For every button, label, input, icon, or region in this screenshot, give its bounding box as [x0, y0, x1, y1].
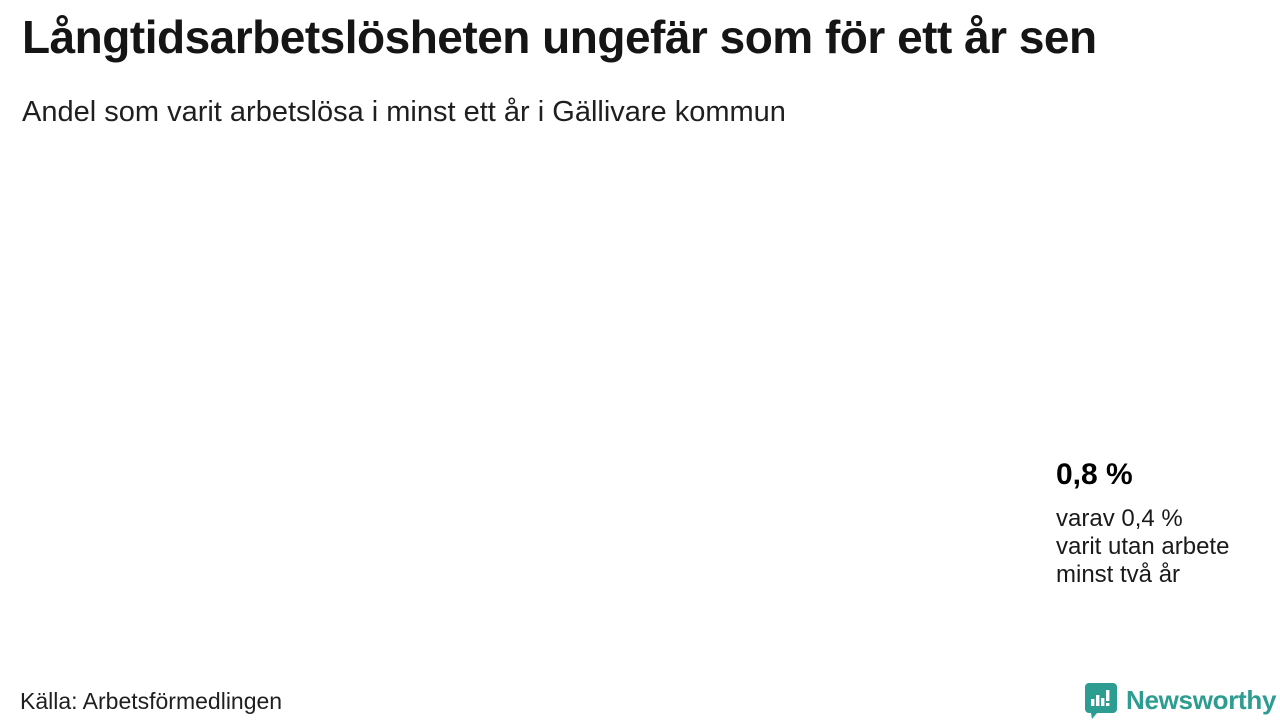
- annotation-latest-detail: varav 0,4 % varit utan arbete minst två år: [1056, 505, 1229, 589]
- newsworthy-wordmark: Newsworthy: [1126, 685, 1277, 715]
- newsworthy-bubble-chart-icon: [1085, 683, 1117, 719]
- chart-subtitle: Andel som varit arbetslösa i minst ett å…: [22, 96, 786, 128]
- newsworthy-logo: Newsworthy: [1084, 682, 1276, 719]
- latest-value-annotation: 0,8 % varav 0,4 % varit utan arbete minst …: [1056, 458, 1229, 589]
- annotation-latest-value: 0,8 %: [1056, 458, 1133, 491]
- annotation-detail-line: minst två år: [1056, 561, 1181, 588]
- annotation-detail-line: varav 0,4 %: [1056, 505, 1183, 532]
- source-note: Källa: Arbetsförmedlingen: [20, 688, 283, 714]
- chart-title: Långtidsarbetslösheten ungefär som för e…: [22, 11, 1097, 63]
- annotation-detail-line: varit utan arbete: [1056, 533, 1230, 560]
